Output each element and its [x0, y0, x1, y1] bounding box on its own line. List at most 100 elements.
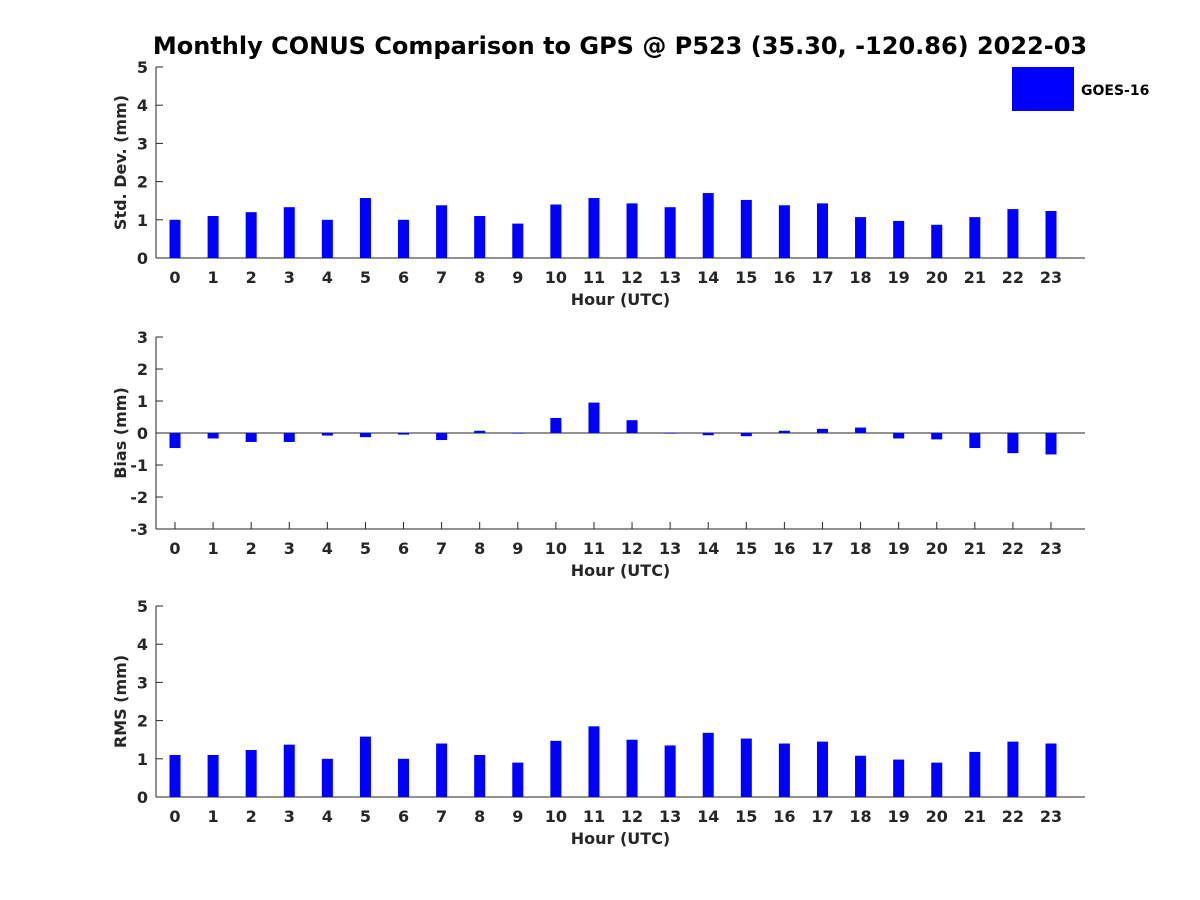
std-dev-x-tick-label: 10	[545, 268, 567, 287]
std-dev-x-tick-label: 22	[1002, 268, 1024, 287]
rms-bar	[588, 726, 600, 797]
rms-y-tick-label: 2	[137, 712, 148, 731]
std-dev-bar	[931, 224, 943, 258]
bias-x-tick-label: 0	[169, 539, 180, 558]
rms-y-tick-label: 3	[137, 673, 148, 692]
std-dev-x-tick-label: 0	[169, 268, 180, 287]
rms-x-tick-label: 12	[621, 807, 643, 826]
std-dev-bar	[588, 198, 600, 258]
rms-bar	[626, 739, 638, 797]
std-dev-y-axis-label: Std. Dev. (mm)	[111, 95, 130, 230]
std-dev-bar	[512, 223, 524, 258]
bias-x-tick-label: 3	[284, 539, 295, 558]
rms-x-tick-label: 3	[284, 807, 295, 826]
bias-x-tick-label: 19	[888, 539, 910, 558]
rms-x-tick-label: 19	[888, 807, 910, 826]
std-dev-y-tick-label: 2	[137, 173, 148, 192]
bias-x-tick-label: 23	[1040, 539, 1062, 558]
std-dev-bar	[778, 205, 790, 258]
rms-bar	[321, 758, 333, 797]
bias-bar	[816, 428, 828, 433]
std-dev-x-tick-label: 13	[659, 268, 681, 287]
rms-x-tick-label: 7	[436, 807, 447, 826]
bias-bar	[321, 433, 333, 436]
rms-y-axis-label: RMS (mm)	[111, 655, 130, 748]
rms-x-tick-label: 20	[926, 807, 948, 826]
rms-x-tick-label: 14	[697, 807, 719, 826]
std-dev-bar	[664, 207, 676, 258]
rms-bar	[283, 744, 295, 797]
bias-x-axis-label: Hour (UTC)	[571, 561, 671, 580]
std-dev-x-tick-label: 16	[773, 268, 795, 287]
std-dev-y-tick-label: 1	[137, 211, 148, 230]
bias-bar	[702, 433, 714, 436]
rms-x-tick-label: 6	[398, 807, 409, 826]
rms-y-tick-label: 1	[137, 750, 148, 769]
bias-bar	[245, 433, 257, 442]
rms-bar	[169, 754, 181, 797]
std-dev-bar	[702, 193, 714, 258]
bias-bar	[664, 433, 676, 434]
std-dev-x-tick-label: 21	[964, 268, 986, 287]
std-dev-x-tick-label: 1	[208, 268, 219, 287]
bias-x-tick-label: 10	[545, 539, 567, 558]
bias-x-tick-label: 9	[512, 539, 523, 558]
rms-bar	[740, 738, 752, 797]
rms-x-tick-label: 21	[964, 807, 986, 826]
legend: GOES-16	[1012, 67, 1149, 111]
rms-y-tick-label: 5	[137, 597, 148, 616]
bias-x-tick-label: 11	[583, 539, 605, 558]
bias-x-tick-label: 14	[697, 539, 719, 558]
std-dev-x-tick-label: 15	[735, 268, 757, 287]
rms-y-tick-label: 4	[137, 635, 148, 654]
rms-bar	[931, 762, 943, 797]
legend-label: GOES-16	[1081, 83, 1149, 99]
bias-bar	[207, 433, 219, 439]
bias-x-tick-label: 8	[474, 539, 485, 558]
bias-bar	[436, 433, 448, 441]
rms-bar	[969, 751, 981, 797]
rms-x-tick-label: 18	[849, 807, 871, 826]
rms-x-tick-label: 22	[1002, 807, 1024, 826]
bias-bar	[359, 433, 371, 438]
rms-x-tick-label: 4	[322, 807, 333, 826]
rms-bar	[207, 754, 219, 797]
std-dev-x-tick-label: 20	[926, 268, 948, 287]
bias-x-tick-label: 21	[964, 539, 986, 558]
legend-swatch	[1012, 67, 1074, 111]
std-dev-bar	[969, 217, 981, 258]
std-dev-x-tick-label: 6	[398, 268, 409, 287]
bias-y-tick-label: 0	[137, 424, 148, 443]
rms-x-tick-label: 1	[208, 807, 219, 826]
rms-bar	[702, 732, 714, 797]
bias-bar	[1007, 433, 1019, 454]
chart-title: Monthly CONUS Comparison to GPS @ P523 (…	[153, 32, 1087, 60]
std-dev-x-tick-label: 4	[322, 268, 333, 287]
std-dev-y-tick-label: 4	[137, 96, 148, 115]
rms-bar	[436, 743, 448, 797]
rms-x-axis-label: Hour (UTC)	[571, 829, 671, 848]
std-dev-x-tick-label: 18	[849, 268, 871, 287]
rms-bar	[245, 750, 257, 797]
rms-x-tick-label: 15	[735, 807, 757, 826]
bias-bar	[855, 427, 867, 433]
bias-x-tick-label: 12	[621, 539, 643, 558]
bias-bar	[588, 402, 600, 433]
bias-x-tick-label: 4	[322, 539, 333, 558]
std-dev-x-tick-label: 12	[621, 268, 643, 287]
bias-y-tick-label: -1	[130, 456, 148, 475]
bias-bar	[169, 433, 181, 449]
std-dev-x-tick-label: 2	[246, 268, 257, 287]
std-dev-y-tick-label: 3	[137, 134, 148, 153]
rms-x-tick-label: 23	[1040, 807, 1062, 826]
bias-bar	[931, 433, 943, 440]
bias-bar	[1045, 433, 1057, 455]
std-dev-y-tick-label: 5	[137, 58, 148, 77]
bias-x-tick-label: 18	[849, 539, 871, 558]
bias-bar	[474, 430, 486, 433]
rms-bar	[1045, 743, 1057, 797]
bias-x-tick-label: 20	[926, 539, 948, 558]
